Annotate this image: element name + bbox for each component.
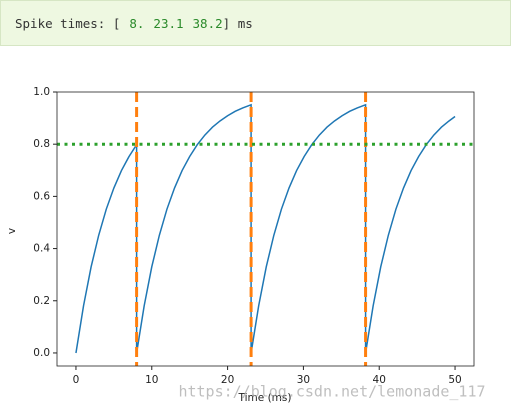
y-axis-label: v (6, 228, 18, 234)
x-tick-label: 10 (145, 374, 158, 386)
x-tick-label: 20 (221, 374, 234, 386)
y-tick-label: 1.0 (33, 86, 50, 98)
spike-time: 38.2 (192, 16, 223, 31)
x-tick-label: 40 (373, 374, 386, 386)
y-tick-label: 0.6 (33, 190, 50, 202)
y-tick-label: 0.2 (33, 295, 50, 307)
output-cell: Spike times: [ 8. 23.1 38.2] ms (0, 0, 511, 46)
x-axis-label: Time (ms) (238, 392, 292, 404)
x-tick-label: 30 (297, 374, 310, 386)
output-text: Spike times: [ (15, 16, 121, 31)
plot-frame (56, 91, 475, 367)
spike-time: 8. (129, 16, 145, 31)
line (75, 103, 456, 354)
x-tick-label: 0 (73, 374, 80, 386)
watermark: https://blog.csdn.net/lemonade_117 (178, 383, 485, 401)
y-tick-label: 0.8 (33, 138, 50, 150)
y-tick-label: 0.0 (33, 347, 50, 359)
output-text: ] ms (222, 16, 253, 31)
y-tick-label: 0.4 (33, 243, 50, 255)
x-tick-label: 50 (448, 374, 461, 386)
spike-time: 23.1 (153, 16, 184, 31)
